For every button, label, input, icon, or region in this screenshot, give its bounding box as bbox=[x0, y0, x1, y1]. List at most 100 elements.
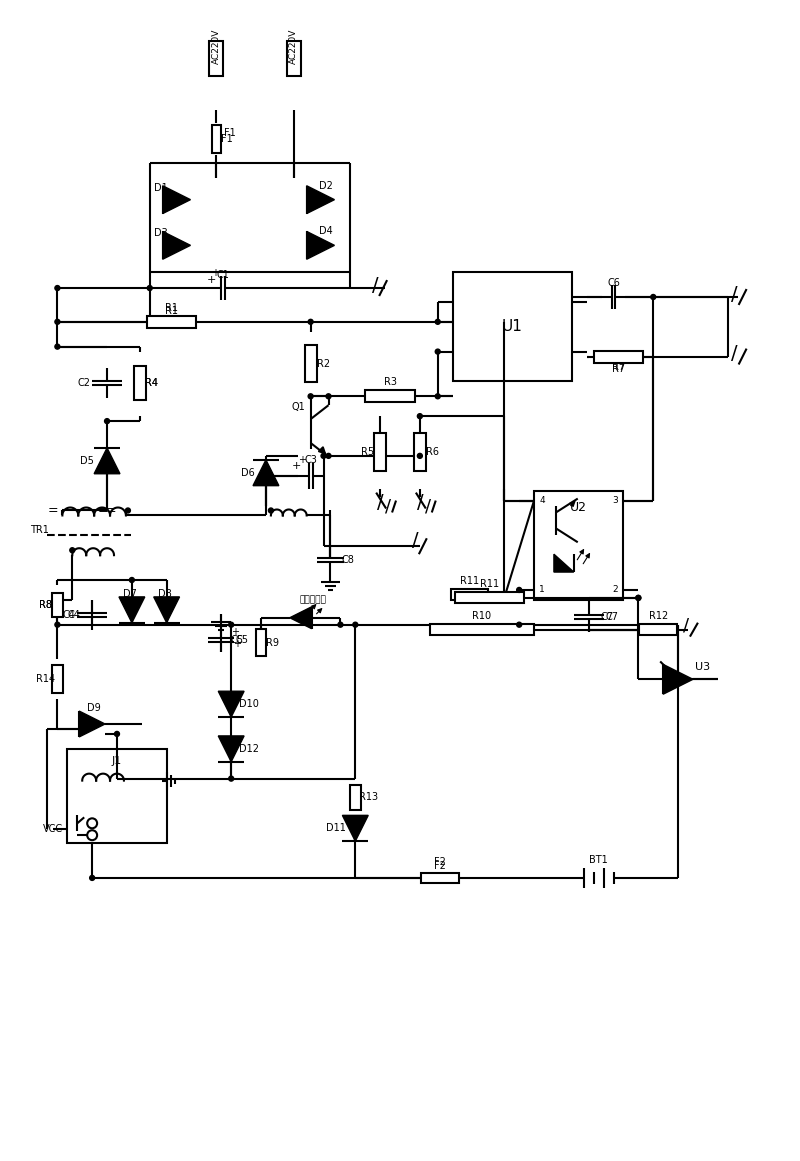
Text: D10: D10 bbox=[239, 699, 259, 709]
Text: R14: R14 bbox=[36, 675, 55, 684]
Text: +: + bbox=[298, 455, 306, 464]
Text: R7: R7 bbox=[612, 365, 625, 375]
Text: C8: C8 bbox=[342, 555, 354, 565]
Text: /: / bbox=[731, 284, 738, 303]
Text: R8: R8 bbox=[39, 600, 53, 610]
Text: AC220V: AC220V bbox=[290, 29, 298, 64]
Polygon shape bbox=[253, 460, 279, 485]
Text: +: + bbox=[231, 627, 239, 636]
Bar bbox=[374, 433, 386, 470]
Text: D4: D4 bbox=[318, 226, 332, 237]
Text: R4: R4 bbox=[146, 378, 158, 389]
Circle shape bbox=[418, 413, 422, 419]
Text: C3: C3 bbox=[304, 455, 317, 464]
Bar bbox=[67, 749, 166, 843]
Circle shape bbox=[114, 731, 119, 736]
Text: F1: F1 bbox=[224, 128, 236, 138]
Text: VCC: VCC bbox=[43, 824, 63, 835]
Polygon shape bbox=[119, 597, 145, 622]
Circle shape bbox=[517, 622, 522, 627]
Circle shape bbox=[435, 349, 440, 354]
Text: /: / bbox=[417, 493, 423, 512]
Text: 电源指示灯: 电源指示灯 bbox=[299, 596, 326, 605]
Polygon shape bbox=[342, 815, 368, 842]
Text: R3: R3 bbox=[383, 377, 397, 388]
Circle shape bbox=[126, 509, 130, 513]
Text: 1: 1 bbox=[539, 585, 545, 594]
Text: R5: R5 bbox=[361, 447, 374, 457]
Text: /: / bbox=[385, 498, 391, 515]
Circle shape bbox=[326, 394, 331, 398]
Bar bbox=[210, 41, 223, 75]
Bar bbox=[414, 433, 426, 470]
Text: C2: C2 bbox=[78, 378, 90, 389]
Bar bbox=[594, 351, 643, 362]
Bar bbox=[639, 625, 677, 635]
Text: =: = bbox=[48, 504, 58, 517]
Bar bbox=[146, 316, 197, 327]
Text: D11: D11 bbox=[326, 823, 346, 834]
Polygon shape bbox=[306, 231, 334, 259]
Text: F2: F2 bbox=[434, 861, 446, 871]
Text: D8: D8 bbox=[158, 589, 171, 599]
Polygon shape bbox=[306, 186, 334, 214]
Bar bbox=[421, 873, 458, 882]
Text: R12: R12 bbox=[649, 611, 668, 621]
Text: C4: C4 bbox=[63, 610, 76, 620]
Text: R9: R9 bbox=[266, 637, 279, 648]
Bar bbox=[430, 625, 534, 635]
Text: R2: R2 bbox=[317, 359, 330, 368]
Bar bbox=[255, 628, 266, 656]
Text: R1: R1 bbox=[165, 303, 178, 313]
Text: /: / bbox=[683, 616, 689, 635]
Polygon shape bbox=[79, 711, 105, 737]
Text: R8: R8 bbox=[39, 600, 52, 610]
Text: D3: D3 bbox=[154, 229, 167, 238]
Text: D5: D5 bbox=[80, 456, 94, 466]
Circle shape bbox=[418, 454, 422, 459]
Bar bbox=[454, 592, 524, 604]
Text: C1: C1 bbox=[217, 271, 230, 280]
Text: J1: J1 bbox=[112, 756, 122, 766]
Circle shape bbox=[353, 622, 358, 627]
Circle shape bbox=[517, 587, 522, 592]
Text: U2: U2 bbox=[570, 500, 587, 513]
Text: 2: 2 bbox=[613, 585, 618, 594]
Circle shape bbox=[308, 394, 313, 398]
Text: 4: 4 bbox=[539, 496, 545, 505]
Circle shape bbox=[147, 286, 152, 290]
Polygon shape bbox=[554, 554, 574, 572]
Circle shape bbox=[55, 319, 60, 324]
Text: AC220V: AC220V bbox=[212, 29, 221, 64]
Circle shape bbox=[263, 474, 269, 478]
Text: R4: R4 bbox=[146, 378, 158, 389]
Circle shape bbox=[636, 596, 641, 600]
Circle shape bbox=[130, 577, 134, 583]
Text: =: = bbox=[98, 504, 108, 517]
Polygon shape bbox=[663, 664, 693, 694]
Text: D7: D7 bbox=[123, 589, 137, 599]
Circle shape bbox=[326, 454, 331, 459]
Bar bbox=[134, 367, 146, 401]
Text: Q1: Q1 bbox=[292, 402, 306, 412]
Text: C7: C7 bbox=[605, 612, 618, 622]
Text: F2: F2 bbox=[434, 857, 446, 867]
Bar bbox=[450, 590, 488, 600]
Polygon shape bbox=[162, 231, 190, 259]
Text: +: + bbox=[233, 639, 241, 649]
Circle shape bbox=[338, 622, 343, 627]
Circle shape bbox=[435, 319, 440, 324]
Bar bbox=[305, 345, 317, 382]
Polygon shape bbox=[162, 186, 190, 214]
Text: C5: C5 bbox=[230, 635, 244, 644]
Text: D9: D9 bbox=[87, 704, 101, 713]
Text: R11: R11 bbox=[480, 579, 499, 589]
Circle shape bbox=[90, 875, 94, 880]
Circle shape bbox=[55, 286, 60, 290]
Text: R7: R7 bbox=[612, 362, 625, 373]
Circle shape bbox=[636, 596, 641, 600]
Text: /: / bbox=[377, 493, 383, 512]
Text: D2: D2 bbox=[318, 181, 333, 190]
Bar bbox=[212, 125, 221, 153]
Text: +: + bbox=[211, 268, 219, 279]
